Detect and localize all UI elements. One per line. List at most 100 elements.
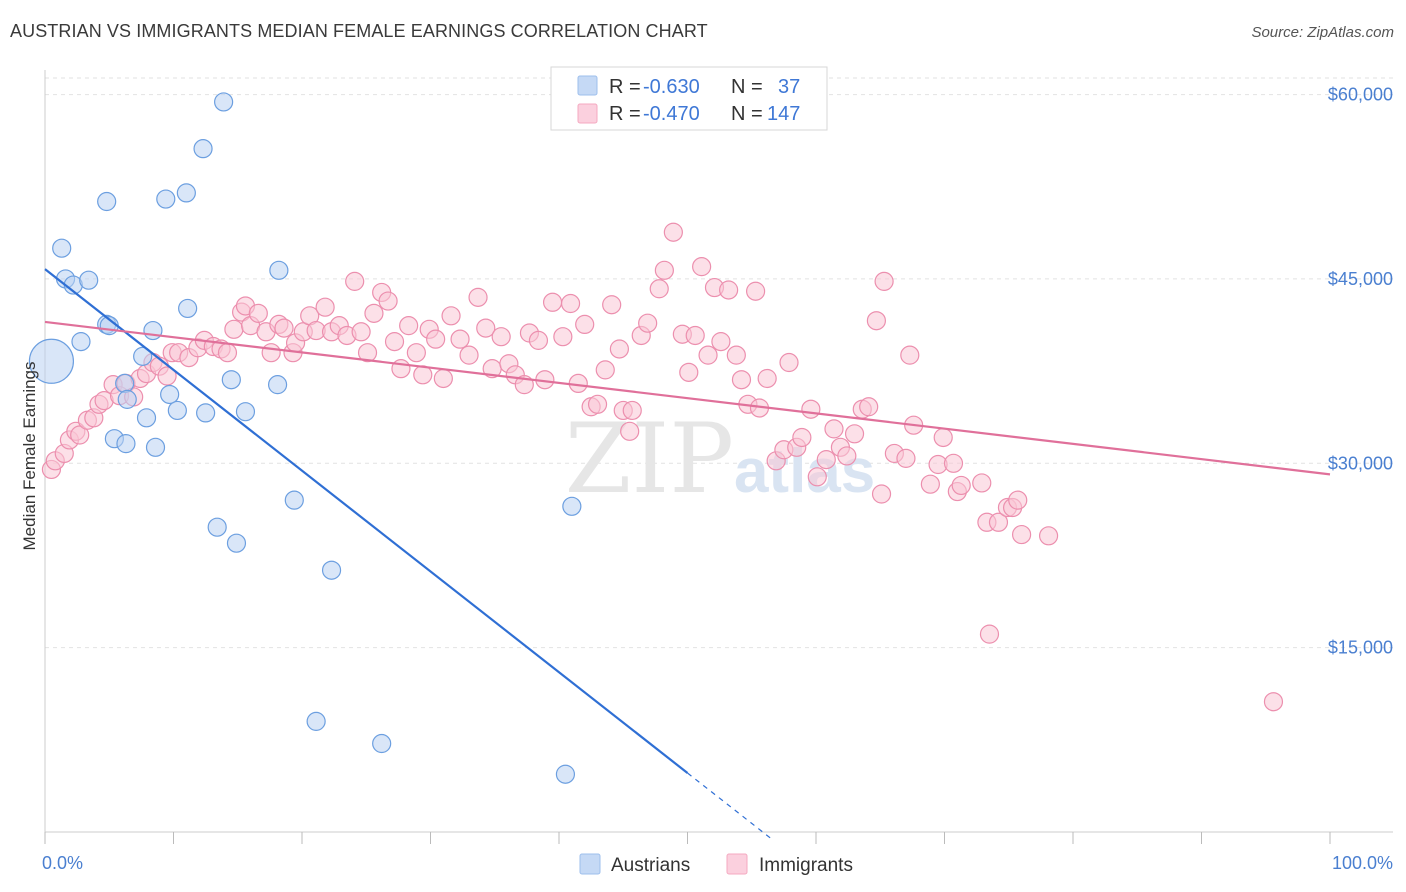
point-immigrants [711, 332, 731, 352]
point-immigrants [378, 291, 398, 311]
point-immigrants [560, 293, 581, 314]
point-immigrants [1011, 524, 1032, 545]
point-immigrants [844, 424, 865, 444]
point-immigrants [157, 366, 177, 386]
bottom-swatch-immigrants [726, 853, 748, 875]
point-austrians [133, 346, 153, 366]
bottom-legend-immigrants: Immigrants [759, 855, 853, 876]
point-immigrants [692, 257, 712, 277]
point-immigrants [638, 313, 658, 333]
point-austrians [372, 733, 392, 754]
y-tick-60000: $60,000 [1328, 85, 1393, 105]
point-immigrants [450, 329, 470, 349]
point-austrians [71, 332, 91, 352]
point-austrians [226, 533, 247, 553]
legend-r-immigrants: -0.470 [643, 103, 700, 125]
point-austrians [115, 373, 135, 394]
point-immigrants [459, 345, 479, 365]
point-austrians [235, 402, 256, 422]
point-immigrants [816, 450, 836, 470]
point-austrians [117, 389, 137, 409]
point-immigrants [972, 473, 992, 493]
point-immigrants [679, 362, 699, 382]
watermark-zip: ZIP [565, 403, 734, 515]
point-austrians [562, 496, 582, 516]
point-immigrants [801, 399, 821, 419]
gridlines [45, 77, 1393, 649]
point-immigrants [575, 314, 595, 335]
point-immigrants [920, 474, 940, 494]
point-immigrants [224, 319, 244, 339]
point-immigrants [491, 327, 511, 347]
y-tick-15000: $15,000 [1328, 638, 1393, 658]
point-immigrants [837, 446, 857, 466]
point-austrians [269, 260, 289, 280]
y-axis-label: Median Female Earnings [20, 362, 39, 551]
point-immigrants [315, 297, 335, 317]
point-immigrants [384, 332, 405, 352]
point-austrians [178, 298, 198, 319]
y-tick-45000: $45,000 [1328, 269, 1393, 289]
trend-lines [44, 268, 1331, 842]
point-immigrants [426, 329, 446, 349]
point-immigrants [685, 325, 705, 346]
point-immigrants [468, 287, 488, 307]
point-immigrants [357, 343, 378, 363]
point-immigrants [933, 427, 953, 448]
point-austrians [79, 270, 99, 290]
trend-extension-austrians [687, 772, 774, 842]
point-immigrants [345, 271, 365, 291]
point-immigrants [364, 303, 384, 323]
point-immigrants [441, 306, 461, 326]
legend-r-austrians: -0.630 [643, 76, 700, 98]
point-austrians [145, 437, 166, 457]
y-tick-30000: $30,000 [1328, 453, 1393, 473]
legend-r-label-immigrants: R = [609, 103, 641, 125]
point-austrians [116, 434, 136, 454]
point-austrians [136, 408, 157, 428]
point-austrians [97, 191, 117, 212]
point-immigrants [757, 368, 777, 389]
point-austrians [267, 375, 288, 395]
series-immigrants [41, 222, 1284, 712]
point-immigrants [274, 318, 294, 338]
series-austrians [28, 92, 582, 784]
trend-line-immigrants [44, 320, 1331, 476]
point-immigrants [433, 368, 453, 389]
point-austrians [284, 490, 304, 510]
point-austrians [176, 183, 196, 203]
point-immigrants [726, 345, 746, 365]
point-immigrants [698, 345, 718, 365]
point-immigrants [779, 352, 799, 373]
point-immigrants [587, 394, 608, 414]
point-austrians [160, 384, 180, 405]
point-immigrants [654, 260, 674, 280]
y-tick-labels: $15,000 $30,000 $45,000 $60,000 [1328, 85, 1393, 658]
point-immigrants [649, 279, 669, 299]
point-immigrants [476, 318, 496, 338]
point-immigrants [896, 448, 916, 468]
point-immigrants [859, 397, 879, 417]
legend-r-label-austrians: R = [609, 76, 641, 98]
point-immigrants [406, 343, 426, 363]
point-immigrants [528, 330, 549, 350]
legend-swatch-austrians [577, 75, 598, 96]
point-immigrants [1008, 490, 1028, 510]
point-austrians [214, 92, 234, 112]
point-immigrants [663, 222, 683, 242]
trend-line-austrians [44, 268, 689, 774]
point-immigrants [399, 316, 419, 336]
point-immigrants [70, 425, 90, 445]
point-immigrants [719, 280, 739, 300]
bottom-swatch-austrians [579, 853, 601, 875]
point-immigrants [217, 343, 238, 363]
point-immigrants [871, 484, 892, 504]
point-immigrants [792, 427, 812, 448]
series-legend: Austrians Immigrants [579, 853, 853, 876]
point-immigrants [874, 271, 894, 291]
point-immigrants [351, 322, 371, 342]
point-austrians [28, 338, 75, 384]
point-austrians [321, 560, 342, 580]
point-immigrants [542, 292, 563, 312]
chart-title: AUSTRIAN VS IMMIGRANTS MEDIAN FEMALE EAR… [10, 21, 708, 41]
